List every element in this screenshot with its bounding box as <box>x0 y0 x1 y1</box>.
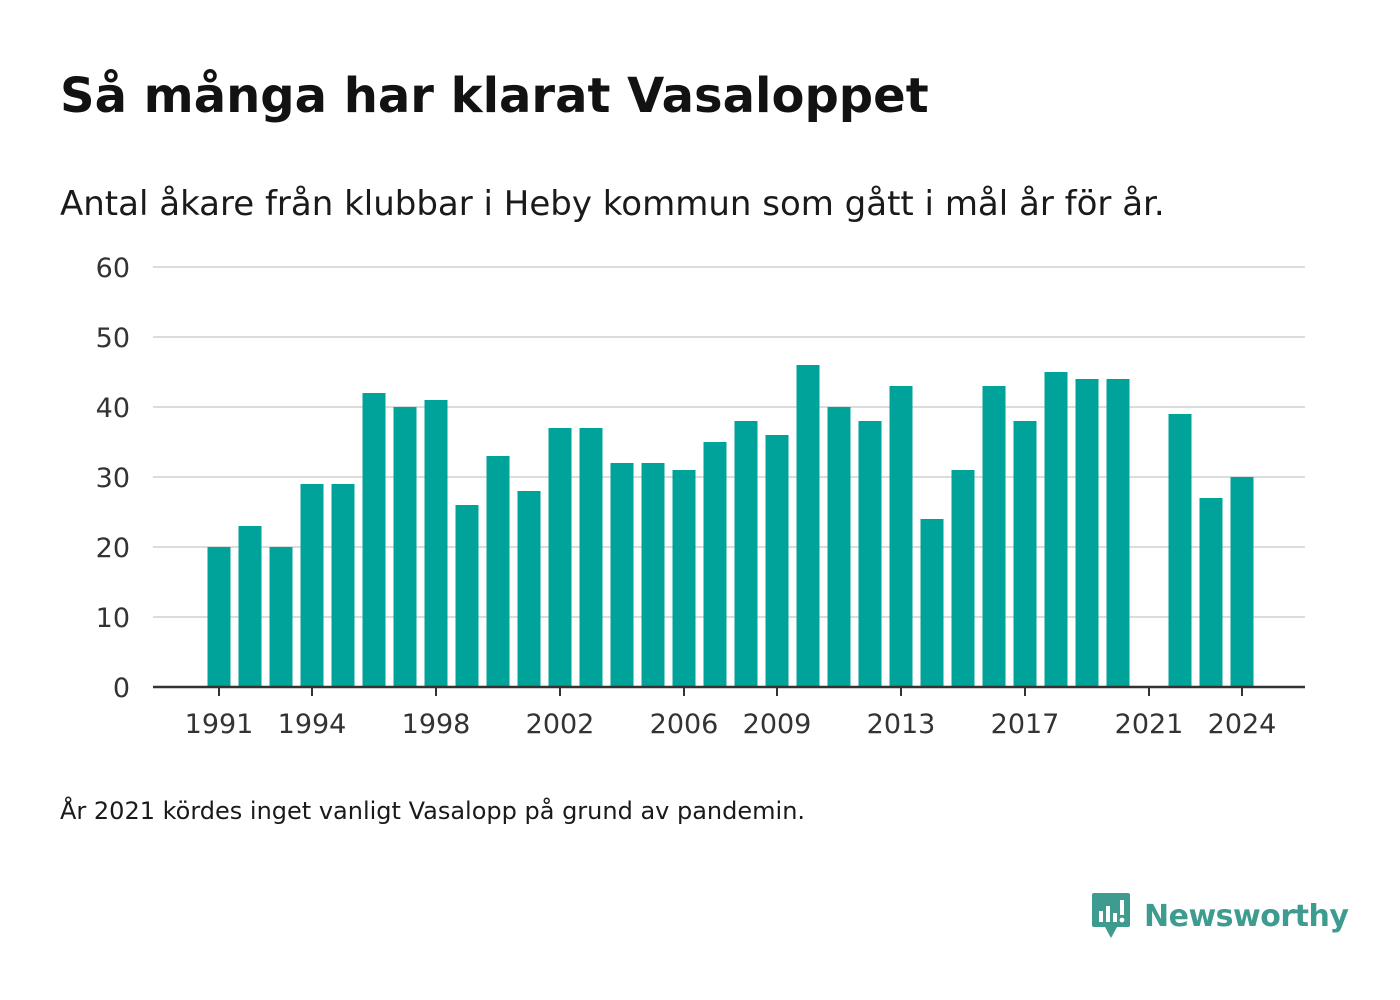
y-tick-label-0: 0 <box>113 673 130 704</box>
brand-name: Newsworthy <box>1144 898 1349 934</box>
bar-2018 <box>1044 372 1068 687</box>
brand-logo[interactable]: Newsworthy <box>1090 890 1349 942</box>
bar-1993 <box>269 547 293 687</box>
y-tick-label-40: 40 <box>96 393 130 424</box>
bar-2011 <box>827 407 851 687</box>
chart-subtitle: Antal åkare från klubbar i Heby kommun s… <box>60 184 1165 224</box>
y-tick-label-10: 10 <box>96 603 130 634</box>
bar-2013 <box>889 386 913 687</box>
bar-1999 <box>455 505 479 687</box>
bar-1998 <box>424 400 448 687</box>
y-tick-label-30: 30 <box>96 463 130 494</box>
y-tick-label-50: 50 <box>96 323 130 354</box>
y-tick-label-20: 20 <box>96 533 130 564</box>
bar-chart: 0 10 20 30 40 50 60 1991 1994 1998 2002 2006 2009 20… <box>96 253 1305 740</box>
bar-1991 <box>207 547 231 687</box>
x-tick-label-1991: 1991 <box>185 709 254 740</box>
bar-2012 <box>858 421 882 687</box>
bar-2019 <box>1075 379 1099 687</box>
x-tick-label-2017: 2017 <box>991 709 1060 740</box>
x-tick-label-2006: 2006 <box>650 709 719 740</box>
x-tick-label-2021: 2021 <box>1115 709 1184 740</box>
bar-2009 <box>765 435 789 687</box>
chart-title: Så många har klarat Vasaloppet <box>60 68 929 124</box>
bar-1997 <box>393 407 417 687</box>
bar-2004 <box>610 463 634 687</box>
bar-2006 <box>672 470 696 687</box>
bar-2024 <box>1230 477 1254 687</box>
x-axis <box>153 685 1305 696</box>
bar-2014 <box>920 519 944 687</box>
footnote: År 2021 kördes inget vanligt Vasalopp på… <box>60 797 806 825</box>
bar-2007 <box>703 442 727 687</box>
bar-1996 <box>362 393 386 687</box>
bar-2017 <box>1013 421 1037 687</box>
bar-2016 <box>982 386 1006 687</box>
bar-1992 <box>238 526 262 687</box>
x-tick-label-2009: 2009 <box>743 709 812 740</box>
x-tick-label-1994: 1994 <box>278 709 347 740</box>
x-tick-label-1998: 1998 <box>402 709 471 740</box>
bar-2000 <box>486 456 510 687</box>
bars <box>207 365 1254 687</box>
bar-2005 <box>641 463 665 687</box>
bar-1994 <box>300 484 324 687</box>
y-tick-label-60: 60 <box>96 253 130 284</box>
bar-chart-speech-bubble-icon <box>1092 893 1130 938</box>
x-tick-label-2024: 2024 <box>1208 709 1277 740</box>
x-axis-labels: 1991 1994 1998 2002 2006 2009 2013 2017 2021 2024 <box>185 709 1277 740</box>
x-tick-label-2002: 2002 <box>526 709 595 740</box>
y-axis-labels: 0 10 20 30 40 50 60 <box>96 253 130 704</box>
bar-2002 <box>548 428 572 687</box>
grid-lines <box>153 266 1305 618</box>
bar-2023 <box>1199 498 1223 687</box>
bar-2001 <box>517 491 541 687</box>
bar-2008 <box>734 421 758 687</box>
bar-2022 <box>1168 414 1192 687</box>
bar-2020 <box>1106 379 1130 687</box>
bar-2003 <box>579 428 603 687</box>
x-tick-label-2013: 2013 <box>867 709 936 740</box>
bar-2015 <box>951 470 975 687</box>
bar-1995 <box>331 484 355 687</box>
bar-2010 <box>796 365 820 687</box>
